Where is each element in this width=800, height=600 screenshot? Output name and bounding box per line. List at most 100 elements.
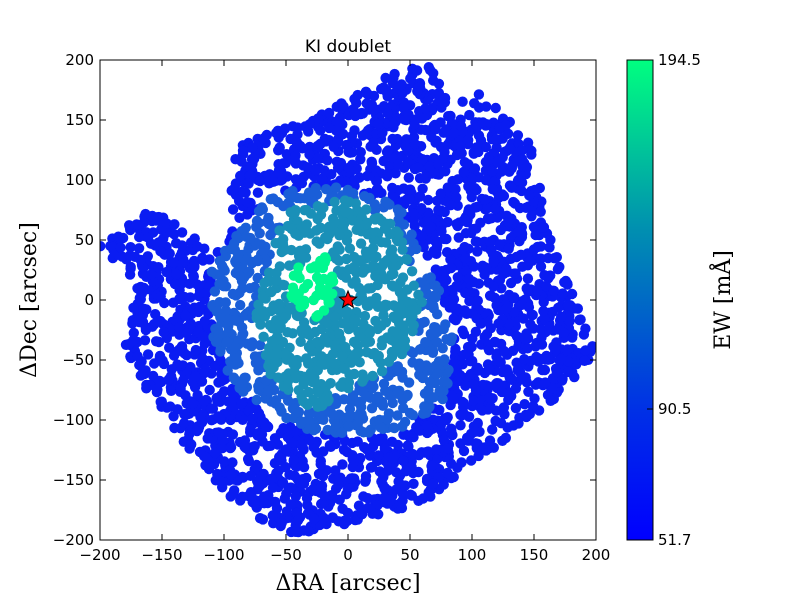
- data-point: [284, 260, 295, 271]
- data-point: [281, 488, 292, 499]
- data-point: [288, 454, 299, 466]
- data-point: [550, 344, 562, 355]
- data-point: [487, 184, 498, 195]
- data-point: [464, 109, 475, 121]
- data-point: [296, 178, 308, 189]
- data-point: [209, 447, 221, 459]
- data-point: [365, 462, 377, 473]
- data-point: [315, 222, 326, 233]
- data-point: [272, 196, 283, 208]
- data-point: [247, 142, 258, 153]
- data-point: [274, 142, 285, 153]
- data-point: [490, 134, 502, 145]
- data-point: [498, 345, 510, 357]
- data-point: [424, 376, 436, 388]
- data-point: [518, 313, 529, 324]
- data-point: [319, 285, 330, 296]
- data-point: [365, 296, 376, 307]
- data-point: [261, 216, 272, 228]
- data-point: [347, 450, 358, 461]
- data-point: [151, 212, 163, 223]
- data-point: [169, 229, 180, 240]
- data-point: [154, 350, 166, 362]
- data-point: [508, 292, 519, 304]
- data-point: [512, 130, 524, 141]
- data-point: [393, 476, 404, 487]
- data-point: [472, 246, 483, 257]
- data-point: [341, 235, 353, 246]
- data-point: [235, 299, 246, 311]
- data-point: [398, 402, 409, 414]
- data-point: [265, 440, 276, 451]
- data-point: [520, 333, 531, 344]
- data-point: [200, 288, 212, 299]
- data-point: [221, 337, 233, 348]
- data-point: [361, 88, 372, 99]
- data-point: [442, 443, 454, 454]
- data-point: [372, 435, 383, 447]
- data-point: [181, 328, 192, 339]
- data-point: [494, 239, 505, 250]
- data-point: [132, 351, 143, 362]
- data-point: [557, 373, 568, 385]
- data-point: [530, 229, 541, 241]
- data-point: [376, 320, 387, 331]
- data-point: [291, 137, 303, 148]
- scatter-points: [100, 61, 596, 538]
- data-point: [382, 197, 393, 209]
- data-point: [125, 263, 136, 274]
- data-point: [255, 340, 266, 351]
- data-point: [442, 182, 453, 193]
- data-point: [389, 68, 400, 80]
- data-point: [496, 166, 507, 177]
- data-point: [133, 315, 144, 326]
- data-point: [219, 386, 230, 397]
- data-point: [481, 101, 492, 112]
- data-point: [164, 248, 175, 259]
- data-point: [504, 142, 516, 154]
- data-point: [480, 156, 492, 168]
- data-point: [312, 401, 323, 412]
- data-point: [382, 465, 394, 476]
- data-point: [245, 162, 256, 174]
- data-point: [260, 420, 271, 431]
- data-point: [426, 131, 437, 143]
- x-tick-label: 100: [458, 546, 487, 564]
- data-point: [259, 277, 270, 289]
- data-point: [296, 439, 307, 450]
- data-point: [537, 364, 548, 376]
- data-point: [448, 294, 460, 305]
- data-point: [392, 410, 403, 421]
- data-point: [437, 393, 448, 405]
- data-point: [532, 241, 543, 253]
- data-point: [257, 204, 268, 215]
- data-point: [402, 430, 413, 441]
- data-point: [442, 139, 454, 150]
- data-point: [155, 396, 166, 408]
- data-point: [341, 489, 352, 500]
- data-point: [379, 223, 391, 234]
- data-point: [258, 133, 269, 144]
- data-point: [192, 241, 203, 252]
- data-point: [492, 156, 503, 168]
- data-point: [484, 392, 495, 403]
- data-point: [252, 254, 263, 265]
- data-point: [257, 291, 269, 302]
- data-point: [523, 386, 534, 397]
- data-point: [397, 87, 408, 99]
- data-point: [401, 254, 412, 265]
- data-point: [184, 443, 195, 454]
- data-point: [490, 379, 501, 390]
- data-point: [419, 316, 430, 328]
- data-point: [448, 313, 459, 324]
- data-point: [215, 346, 226, 357]
- data-point: [229, 341, 241, 353]
- data-point: [375, 357, 386, 368]
- data-point: [488, 257, 500, 268]
- data-point: [446, 332, 458, 343]
- data-point: [551, 252, 562, 263]
- data-point: [463, 273, 475, 284]
- data-point: [335, 380, 346, 391]
- data-point: [254, 228, 265, 239]
- data-point: [439, 376, 451, 387]
